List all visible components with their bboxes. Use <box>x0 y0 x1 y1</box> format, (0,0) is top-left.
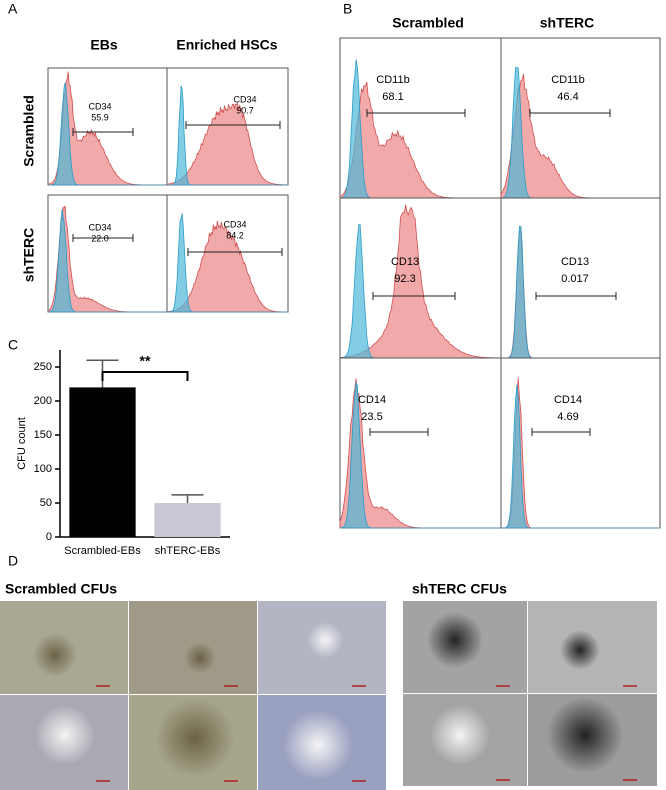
gate-marker: CD34 <box>88 222 111 232</box>
panel-label: C <box>8 337 18 353</box>
gate-marker: CD14 <box>554 394 582 406</box>
gate-marker: CD13 <box>391 256 419 268</box>
histogram <box>167 85 288 186</box>
gate-marker: CD11b <box>376 74 409 86</box>
gate-value: 92.3 <box>394 273 415 285</box>
column-header: Scrambled <box>392 15 464 31</box>
x-tick-label: shTERC-EBs <box>155 545 221 557</box>
y-tick-label: 200 <box>34 395 52 407</box>
gate-value: 0.017 <box>561 273 589 285</box>
gate-value: 22.0 <box>91 233 109 243</box>
gate-marker: CD34 <box>233 94 256 104</box>
colony <box>155 698 235 778</box>
column-header: EBs <box>90 37 117 53</box>
y-tick-label: 50 <box>40 497 52 509</box>
gate-marker: CD34 <box>223 219 246 229</box>
plot-frame <box>500 197 661 359</box>
gate-marker: CD13 <box>561 256 589 268</box>
colony <box>430 705 490 765</box>
significance-bracket <box>101 371 189 381</box>
colony <box>283 710 353 780</box>
y-axis-label: CFU count <box>16 417 28 470</box>
colony <box>560 630 600 670</box>
gate-value: 55.9 <box>91 112 109 122</box>
colony <box>35 705 95 765</box>
micrographs <box>0 601 657 790</box>
row-header: shTERC <box>21 228 37 282</box>
colony <box>427 612 483 668</box>
bar <box>69 387 136 537</box>
histogram <box>339 381 501 529</box>
panel-label: D <box>8 553 18 569</box>
significance-label: ** <box>140 353 151 369</box>
gate-value: 84.2 <box>226 230 244 240</box>
panel-label: B <box>343 1 352 17</box>
group-title: shTERC CFUs <box>412 581 507 597</box>
gate-marker: CD14 <box>358 394 386 406</box>
plot-frame <box>500 357 661 529</box>
panel-label: A <box>8 1 18 17</box>
histogram <box>48 82 169 186</box>
gate-value: 68.1 <box>382 91 403 103</box>
histogram <box>167 213 288 313</box>
row-header: Scrambled <box>21 95 37 167</box>
colony <box>547 697 623 773</box>
y-tick-label: 0 <box>46 531 52 543</box>
column-header: shTERC <box>540 15 594 31</box>
histogram <box>47 209 169 313</box>
group-title: Scrambled CFUs <box>5 581 117 597</box>
histogram <box>501 384 660 529</box>
gate-value: 23.5 <box>361 411 382 423</box>
y-tick-label: 150 <box>34 429 52 441</box>
y-tick-label: 100 <box>34 463 52 475</box>
gate-value: 46.4 <box>557 91 578 103</box>
colony <box>33 633 77 677</box>
colony <box>307 622 343 658</box>
gate-marker: CD34 <box>88 101 111 111</box>
x-tick-label: Scrambled-EBs <box>64 545 141 557</box>
gate-marker: CD11b <box>551 74 584 86</box>
y-tick-label: 250 <box>34 361 52 373</box>
gate-value: 4.69 <box>557 411 578 423</box>
colony <box>184 642 216 674</box>
bar <box>154 503 221 537</box>
column-header: Enriched HSCs <box>176 37 277 53</box>
gate-value: 90.7 <box>236 105 254 115</box>
